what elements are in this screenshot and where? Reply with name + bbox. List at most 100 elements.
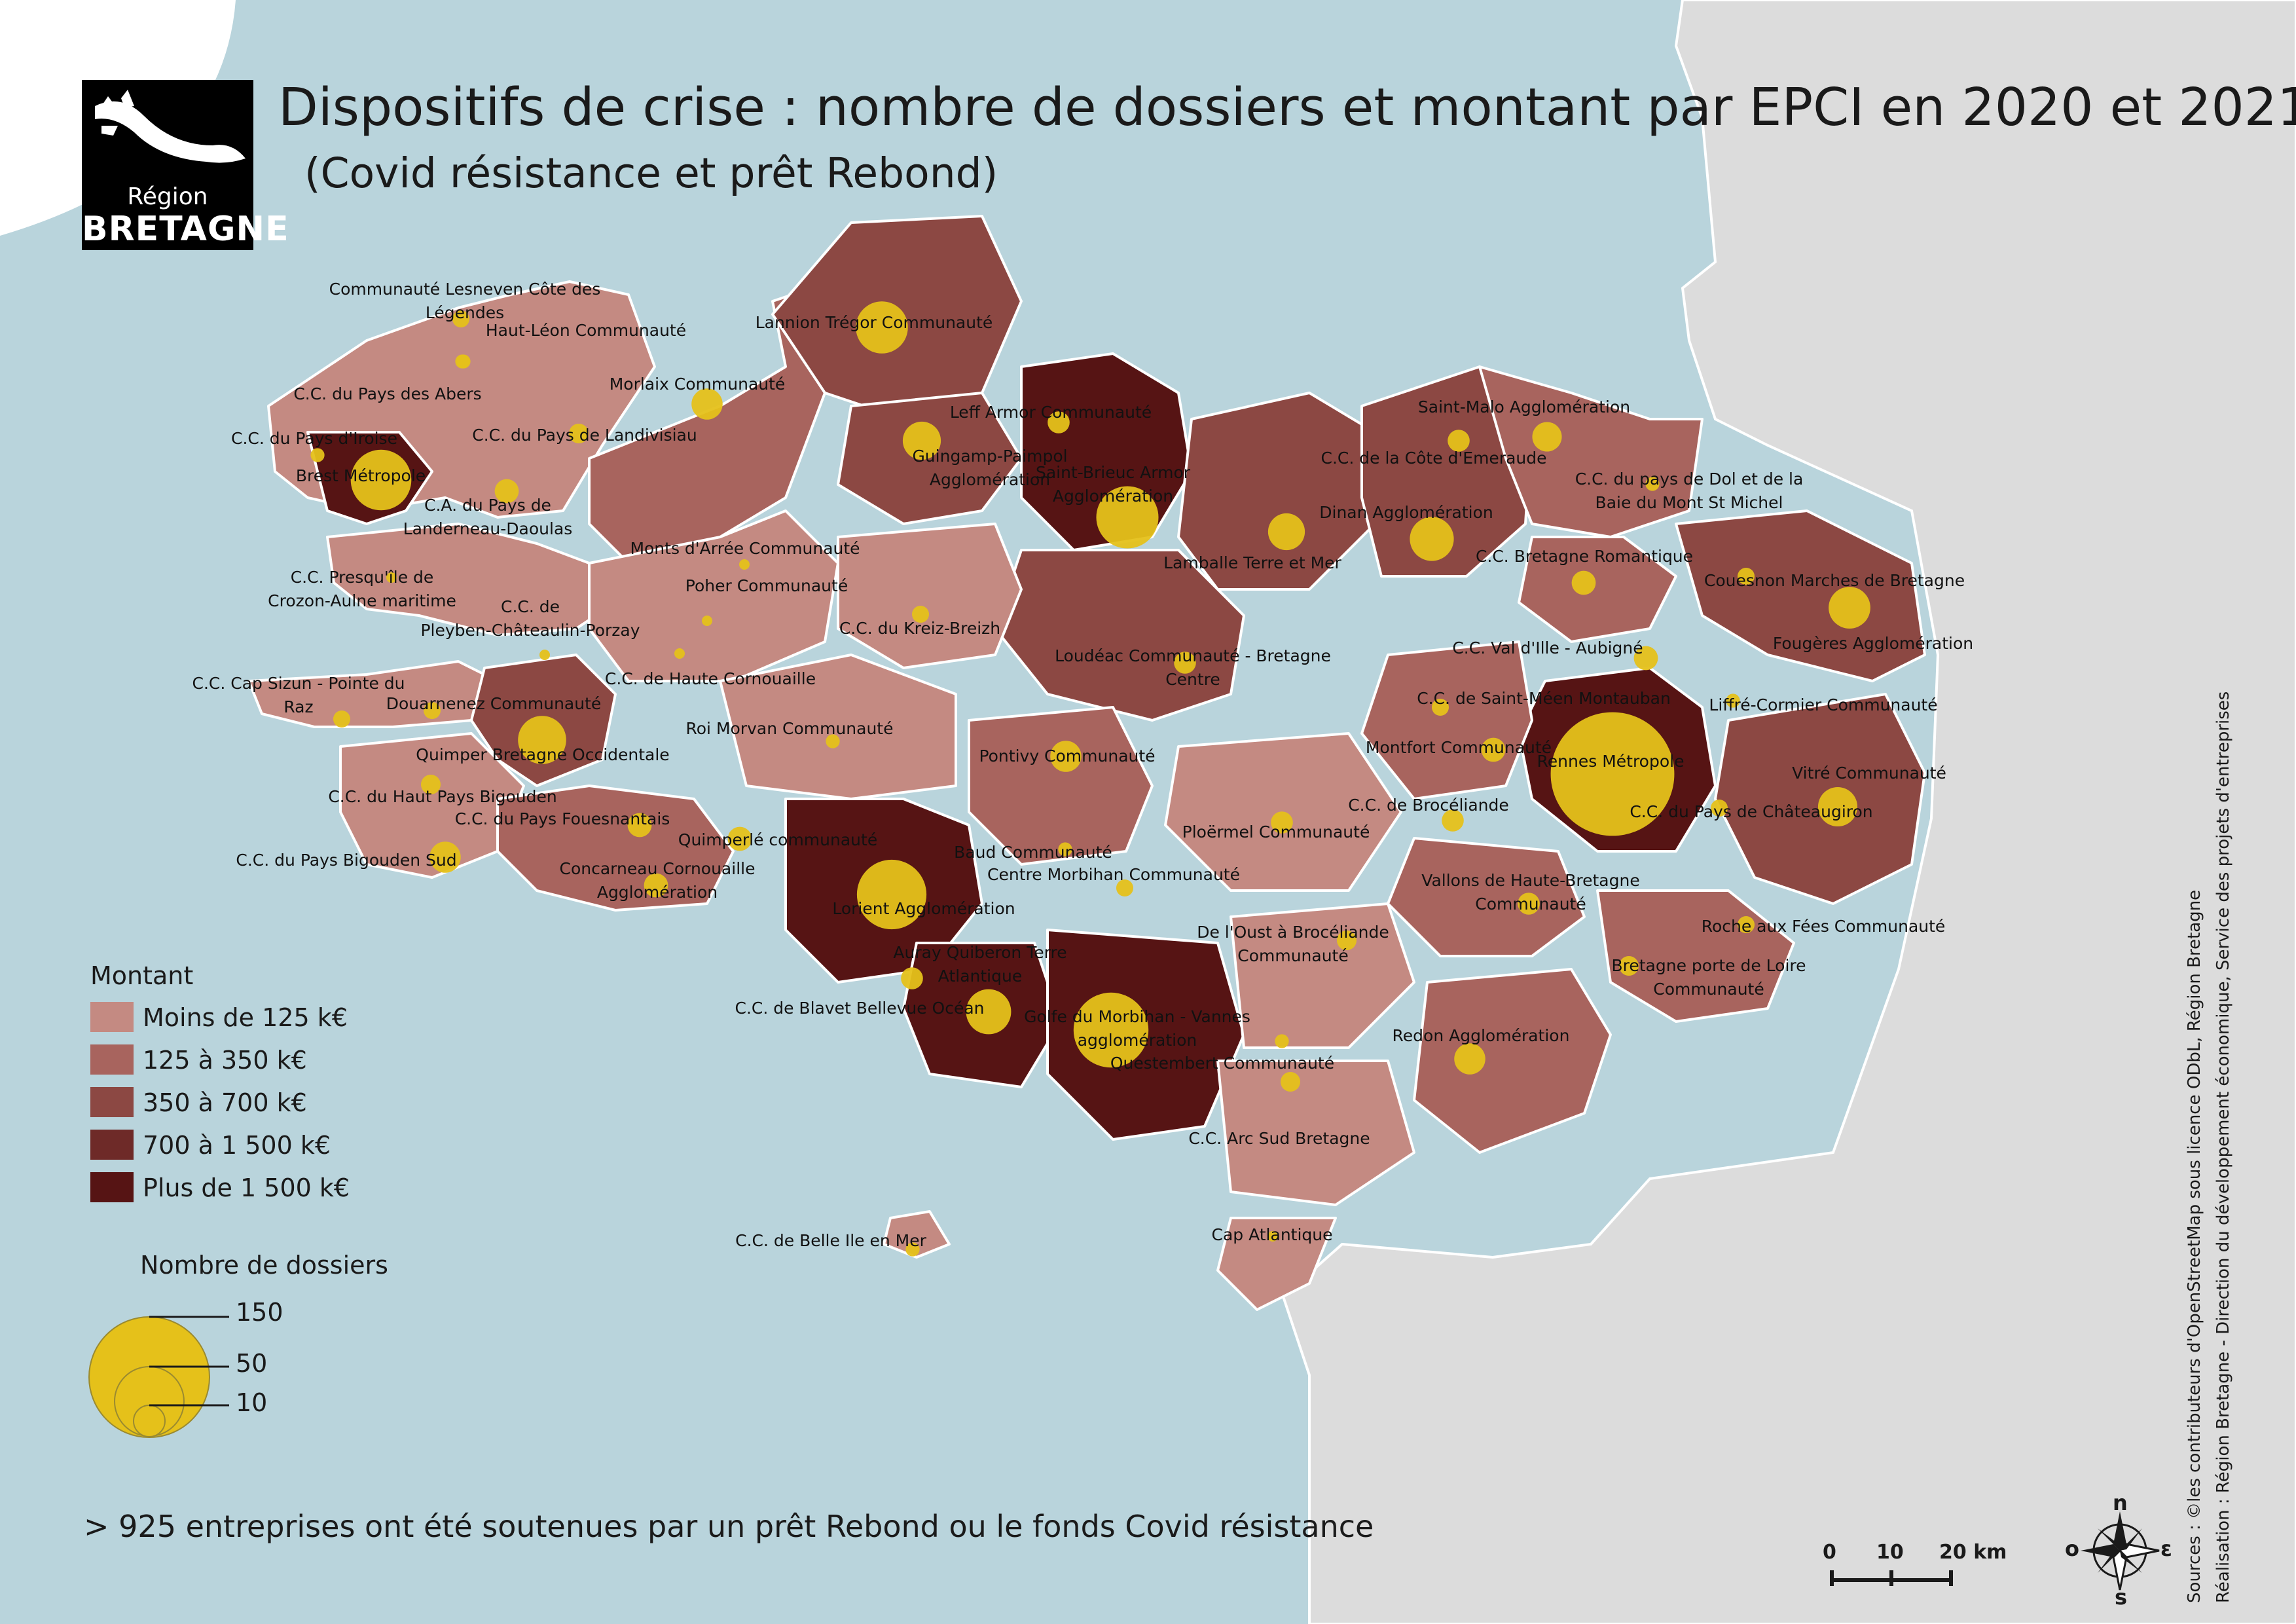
epci-label: C.C. Cap Sizun - Pointe du Raz (192, 674, 405, 716)
epci-label: Ploërmel Communauté (1182, 822, 1370, 841)
legend-size-label: 10 (236, 1388, 268, 1417)
dossier-bubble (1829, 587, 1870, 629)
compass-n: n (2113, 1490, 2128, 1515)
dossier-bubble (1116, 879, 1134, 897)
dossier-bubble (420, 774, 441, 795)
dossier-bubble (455, 354, 469, 369)
epci-label: Redon Agglomération (1392, 1026, 1570, 1045)
epci-label: C.C. du Pays de Châteaugiron (1630, 802, 1873, 821)
dossier-bubble (1174, 652, 1196, 674)
area-concarneau (496, 784, 735, 912)
epci-label: Montfort Communauté (1365, 738, 1552, 757)
area-kreiz-breizh (837, 523, 1023, 669)
epci-label: Roche aux Fées Communauté (1701, 917, 1946, 936)
compass-rose (2081, 1511, 2160, 1591)
size-legend-circle-10 (133, 1405, 166, 1437)
dossier-bubble (644, 873, 668, 898)
epci-label: Vitré Communauté (1792, 764, 1946, 783)
dossier-bubble (539, 650, 550, 660)
epci-label: Pontivy Communauté (979, 747, 1156, 766)
epci-label: Roi Morvan Communauté (685, 719, 894, 738)
dossier-bubble (901, 967, 923, 989)
epci-label: C.C. Val d'Ille - Aubigné (1452, 638, 1643, 657)
area-oust-broceliande (1230, 902, 1415, 1049)
dossier-bubble (1050, 741, 1082, 772)
legend-swatch (90, 1130, 134, 1160)
logo-bretagne-text: BRETAGNE (82, 210, 289, 249)
area-saint-malo (1478, 365, 1704, 538)
dossier-bubble (1481, 737, 1506, 762)
epci-label: C.C. du pays de Dol et de la Baie du Mont… (1575, 470, 1804, 512)
size-legend-leaders (149, 1316, 229, 1407)
area-lamballe (1177, 392, 1376, 591)
epci-label: Lorient Agglomération (832, 899, 1015, 918)
epci-label: Loudéac Communauté - Bretagne Centre (1055, 646, 1331, 689)
epci-label: C.A. du Pays de Landerneau-Daoulas (403, 496, 573, 538)
dossier-bubble (1336, 930, 1357, 951)
legend-swatch (90, 1002, 134, 1032)
epci-label: C.C. du Pays d'Iroise (231, 429, 397, 448)
legend-swatch (90, 1044, 134, 1075)
epci-label: Golfe du Morbihan - Vannes agglomération (1024, 1007, 1250, 1050)
epci-label: Cap Atlantique (1211, 1225, 1333, 1244)
epci-label: Bretagne porte de Loire Communauté (1611, 956, 1806, 999)
logo-region-text: Région (127, 183, 208, 210)
dossier-bubble (966, 989, 1011, 1035)
epci-label: Lannion Trégor Communauté (755, 313, 993, 332)
dossier-bubble (1726, 693, 1740, 708)
epci-label: Poher Communauté (685, 576, 848, 595)
dossier-bubble (518, 716, 566, 764)
dossier-bubble (333, 710, 351, 728)
epci-label: C.C. de Saint-Méen Montauban (1417, 689, 1671, 708)
dossier-bubble (1410, 517, 1454, 561)
dossier-bubble (452, 310, 470, 328)
epci-label: C.C. Presqu'île de Crozon-Aulne maritime (268, 568, 456, 610)
area-fougeres (1675, 509, 1926, 682)
scale-label-10: 10 (1876, 1541, 1904, 1564)
dossier-bubble (856, 301, 908, 354)
epci-label: Saint-Brieuc Armor Agglomération (1035, 463, 1191, 506)
epci-label: Douarnenez Communauté (386, 694, 602, 713)
epci-label: De l'Oust à Brocéliande Communauté (1197, 923, 1389, 965)
legend-class-label: 700 à 1 500 k€ (143, 1131, 331, 1160)
epci-label: Auray Quiberon Terre Atlantique (893, 943, 1067, 986)
epci-label: C.C. de Blavet Bellevue Océan (735, 999, 985, 1018)
area-bigouden (339, 732, 525, 879)
area-monts-arree (588, 509, 839, 682)
dossier-bubble (1267, 1231, 1278, 1242)
dossier-bubble (627, 813, 652, 838)
epci-label: Brest Métropole (295, 466, 426, 485)
dossier-bubble (1271, 811, 1293, 834)
dossier-bubble (739, 559, 750, 570)
neighbour-land (1281, 0, 2296, 1624)
epci-label: C.C. Bretagne Romantique (1475, 547, 1694, 566)
dossier-bubble (1096, 486, 1159, 549)
epci-label: Leff Armor Communauté (949, 403, 1152, 422)
dossier-bubble (1275, 1034, 1289, 1048)
epci-label: C.C. de Pleyben-Châteaulin-Porzay (420, 597, 640, 640)
dossier-bubble (1710, 799, 1728, 817)
area-belle-ile (883, 1210, 951, 1259)
compass-s: s (2115, 1585, 2128, 1610)
dossier-bubble (310, 448, 325, 462)
area-redon (1413, 968, 1612, 1154)
epci-label: Monts d'Arrée Communauté (630, 539, 860, 558)
dossier-bubble (911, 605, 930, 623)
dossier-bubble (1618, 955, 1639, 976)
legend-class-label: 350 à 700 k€ (143, 1088, 307, 1117)
epci-label: C.C. de la Côte d'Emeraude (1321, 449, 1547, 468)
area-guingamp (837, 392, 1023, 525)
legend-class-label: Plus de 1 500 k€ (143, 1173, 350, 1202)
epci-label: C.C. de Belle Ile en Mer (735, 1231, 926, 1250)
scale-label-20: 20 km (1939, 1541, 2007, 1564)
epci-label: Guingamp-Paimpol Agglomération (912, 447, 1068, 489)
legend-size-label: 50 (236, 1349, 268, 1378)
dossier-bubble (826, 734, 840, 748)
dossier-bubble (1431, 698, 1449, 716)
sources-credit: Sources : ©les contributeurs d'OpenStree… (2180, 692, 2238, 1603)
area-loudeac (994, 549, 1245, 722)
dossier-bubble (1737, 915, 1755, 934)
epci-label: Centre Morbihan Communauté (987, 865, 1240, 884)
dossier-bubble (568, 423, 589, 444)
